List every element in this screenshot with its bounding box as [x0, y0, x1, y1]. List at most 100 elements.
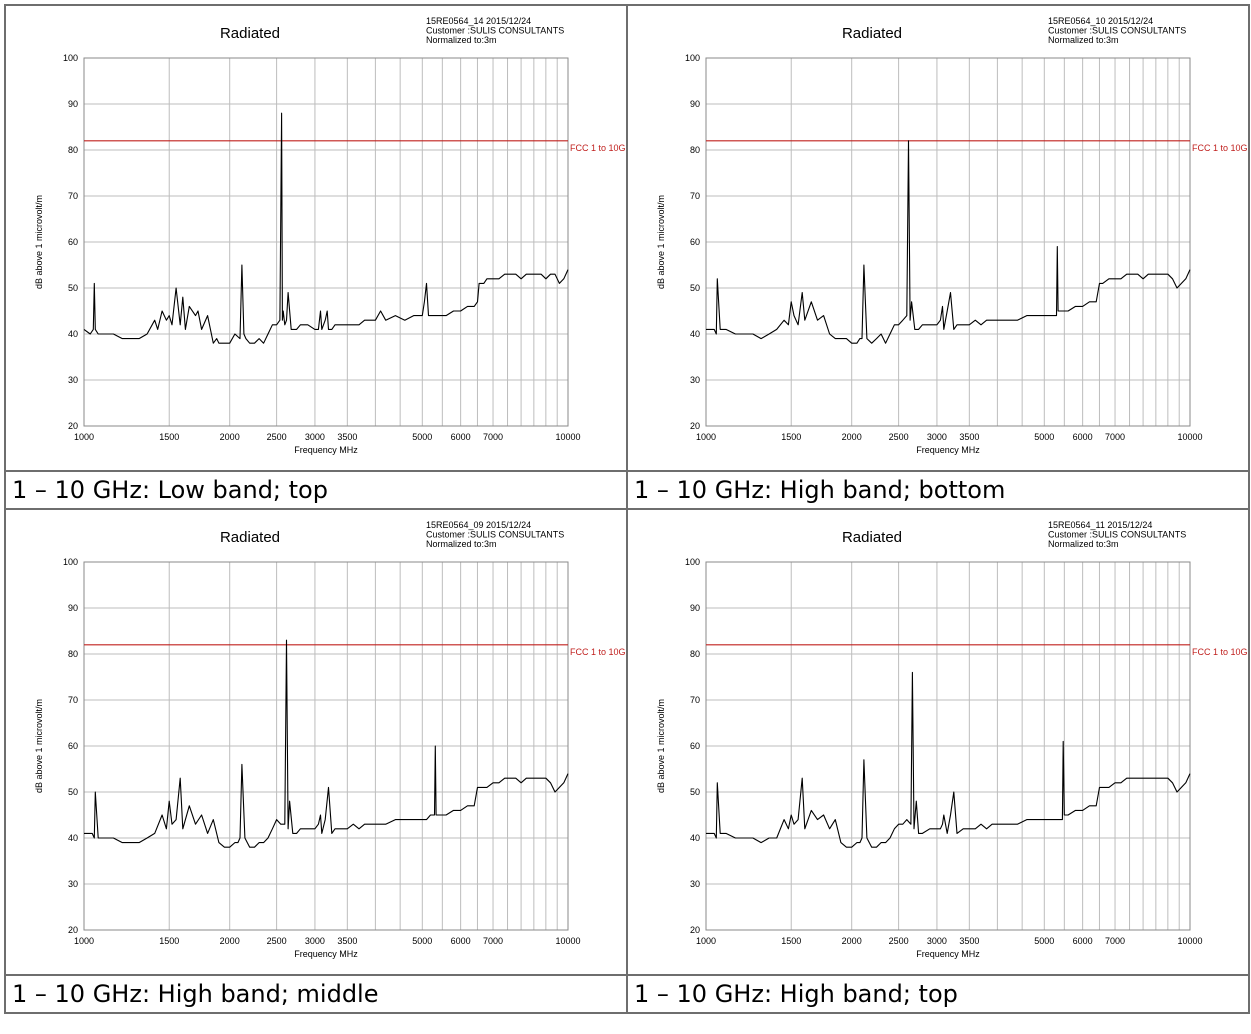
x-tick-label: 2500 [889, 432, 909, 442]
y-tick-label: 100 [63, 557, 78, 567]
x-axis-label: Frequency MHz [294, 949, 358, 959]
y-tick-label: 30 [690, 375, 700, 385]
x-tick-label: 10000 [1177, 936, 1202, 946]
limit-label: FCC 1 to 10G [1192, 143, 1248, 153]
y-tick-label: 60 [690, 741, 700, 751]
x-tick-label: 2000 [842, 432, 862, 442]
plot-area [705, 57, 1191, 427]
y-tick-label: 100 [63, 53, 78, 63]
chart-info-line: Customer :SULIS CONSULTANTS [1048, 26, 1186, 36]
emission-trace [706, 671, 1191, 848]
y-tick-label: 70 [690, 191, 700, 201]
chart-info-line: Customer :SULIS CONSULTANTS [1048, 530, 1186, 540]
y-tick-label: 90 [690, 603, 700, 613]
x-tick-label: 3500 [959, 936, 979, 946]
chart-cell: Radiated 15RE0564_09 2015/12/24 Customer :… [4, 508, 628, 976]
y-tick-label: 20 [68, 925, 78, 935]
x-tick-label: 1500 [159, 432, 179, 442]
plot-area [83, 57, 569, 427]
y-tick-label: 70 [68, 191, 78, 201]
y-axis-label: dB above 1 microvolt/m [34, 699, 44, 793]
x-tick-label: 2500 [267, 432, 287, 442]
x-tick-label: 6000 [1073, 432, 1093, 442]
chart-info-line: Customer :SULIS CONSULTANTS [426, 530, 564, 540]
x-tick-label: 10000 [555, 936, 580, 946]
y-tick-label: 80 [68, 145, 78, 155]
chart-info-line: 15RE0564_11 2015/12/24 [1048, 520, 1152, 530]
x-tick-label: 7000 [483, 936, 503, 946]
y-tick-label: 30 [68, 879, 78, 889]
x-tick-label: 3500 [337, 936, 357, 946]
x-tick-label: 1000 [696, 432, 716, 442]
panel-caption: 1 – 10 GHz: High band; middle [12, 980, 379, 1008]
caption-cell: 1 – 10 GHz: High band; bottom [626, 470, 1250, 510]
x-tick-label: 3000 [927, 432, 947, 442]
y-tick-label: 80 [690, 649, 700, 659]
emission-trace [706, 140, 1191, 344]
chart-info-line: Normalized to:3m [1048, 35, 1119, 45]
limit-label: FCC 1 to 10G [1192, 647, 1248, 657]
y-tick-label: 50 [68, 787, 78, 797]
x-tick-label: 6000 [451, 936, 471, 946]
x-tick-label: 2000 [220, 432, 240, 442]
x-tick-label: 5000 [1034, 936, 1054, 946]
y-tick-label: 20 [68, 421, 78, 431]
x-tick-label: 1000 [74, 432, 94, 442]
chart-cell: Radiated 15RE0564_14 2015/12/24 Customer :… [4, 4, 628, 472]
y-tick-label: 40 [690, 329, 700, 339]
y-tick-label: 50 [690, 787, 700, 797]
x-tick-label: 7000 [1105, 432, 1125, 442]
chart-title: Radiated [220, 25, 280, 42]
plot-area [705, 561, 1191, 931]
x-tick-label: 6000 [1073, 936, 1093, 946]
chart-cell: Radiated 15RE0564_11 2015/12/24 Customer :… [626, 508, 1250, 976]
emission-trace [84, 639, 569, 848]
chart-info-line: Normalized to:3m [426, 539, 497, 549]
y-tick-label: 40 [68, 833, 78, 843]
y-tick-label: 20 [690, 421, 700, 431]
y-axis-label: dB above 1 microvolt/m [34, 195, 44, 289]
caption-cell: 1 – 10 GHz: High band; top [626, 974, 1250, 1014]
x-tick-label: 3000 [305, 936, 325, 946]
emission-trace [83, 112, 569, 344]
y-tick-label: 30 [690, 879, 700, 889]
x-tick-label: 2500 [889, 936, 909, 946]
y-tick-label: 20 [690, 925, 700, 935]
caption-cell: 1 – 10 GHz: Low band; top [4, 470, 628, 510]
x-tick-label: 7000 [483, 432, 503, 442]
chart-info-line: Normalized to:3m [1048, 539, 1119, 549]
chart-title: Radiated [842, 529, 902, 546]
y-axis-label: dB above 1 microvolt/m [656, 699, 666, 793]
y-tick-label: 70 [68, 695, 78, 705]
chart-info-line: 15RE0564_10 2015/12/24 [1048, 16, 1153, 26]
x-axis-label: Frequency MHz [294, 445, 358, 455]
y-tick-label: 40 [68, 329, 78, 339]
x-axis-label: Frequency MHz [916, 949, 980, 959]
x-tick-label: 1000 [696, 936, 716, 946]
x-tick-label: 5000 [412, 936, 432, 946]
x-tick-label: 3000 [305, 432, 325, 442]
chart-info-line: Normalized to:3m [426, 35, 497, 45]
limit-label: FCC 1 to 10G [570, 647, 626, 657]
x-tick-label: 1000 [74, 936, 94, 946]
x-tick-label: 3500 [337, 432, 357, 442]
y-tick-label: 40 [690, 833, 700, 843]
y-tick-label: 90 [68, 603, 78, 613]
x-tick-label: 5000 [412, 432, 432, 442]
y-tick-label: 70 [690, 695, 700, 705]
y-tick-label: 60 [68, 237, 78, 247]
chart-title: Radiated [842, 25, 902, 42]
results-table: Radiated 15RE0564_14 2015/12/24 Customer :… [4, 4, 1250, 1014]
x-axis-label: Frequency MHz [916, 445, 980, 455]
x-tick-label: 3000 [927, 936, 947, 946]
x-tick-label: 10000 [555, 432, 580, 442]
y-tick-label: 90 [68, 99, 78, 109]
y-tick-label: 50 [690, 283, 700, 293]
y-tick-label: 100 [685, 557, 700, 567]
y-tick-label: 50 [68, 283, 78, 293]
chart-info-line: 15RE0564_14 2015/12/24 [426, 16, 531, 26]
y-tick-label: 90 [690, 99, 700, 109]
